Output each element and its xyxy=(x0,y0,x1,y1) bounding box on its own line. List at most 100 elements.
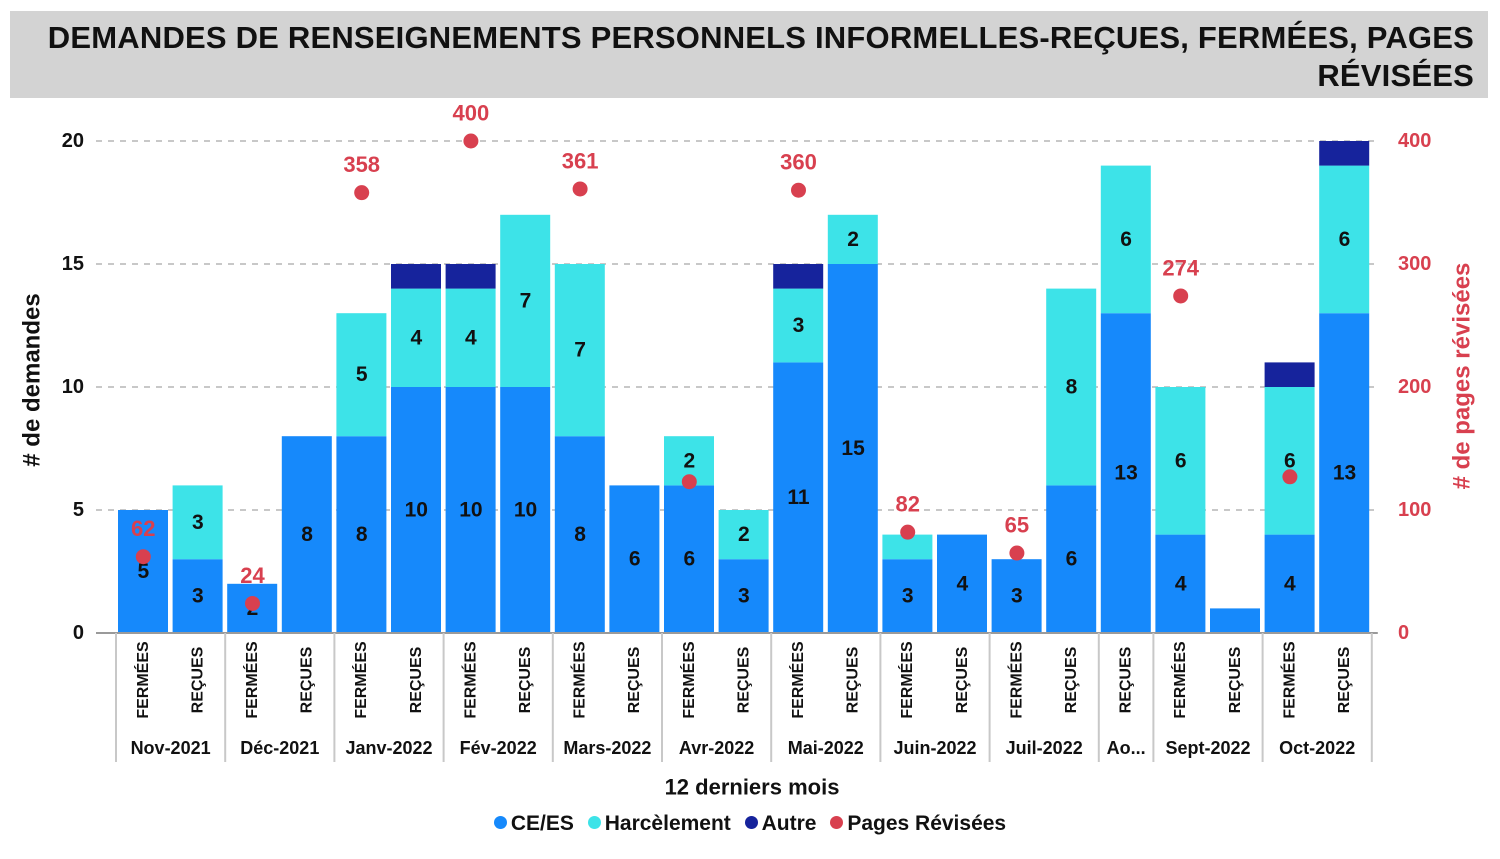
bar-value-label: 4 xyxy=(1175,572,1187,595)
pages-value-label: 358 xyxy=(343,152,380,177)
bar-ce_es xyxy=(1210,608,1260,633)
bar-value-label: 4 xyxy=(410,326,422,349)
pages-value-label: 65 xyxy=(1005,513,1029,538)
chart-title: DEMANDES DE RENSEIGNEMENTS PERSONNELS IN… xyxy=(47,20,1474,93)
bar-value-label: 5 xyxy=(356,363,368,386)
bar-value-label: 7 xyxy=(520,289,532,312)
bar-harcelement xyxy=(718,510,769,560)
bar-ce_es xyxy=(172,559,223,633)
x-group-label: Ao... xyxy=(1107,738,1146,758)
bar-ce_es xyxy=(1046,485,1097,633)
bar-value-label: 8 xyxy=(1066,376,1078,399)
bar-ce_es xyxy=(445,387,496,633)
x-category-label: REÇUES xyxy=(626,646,643,713)
bar-value-label: 3 xyxy=(1011,585,1023,608)
bar-ce_es xyxy=(118,510,168,633)
bar-autre xyxy=(445,264,496,289)
bar-ce_es xyxy=(609,485,660,633)
legend-dot-autre xyxy=(744,816,758,829)
bar-value-label: 6 xyxy=(629,548,641,571)
bar-ce_es xyxy=(336,436,387,633)
bar-value-label: 6 xyxy=(1339,228,1351,251)
bar-ce_es xyxy=(1264,534,1315,633)
bar-harcelement xyxy=(172,485,223,560)
x-category-label: FERMÉES xyxy=(242,641,261,719)
x-group-label: Mars-2022 xyxy=(563,738,651,758)
x-category-label: REÇUES xyxy=(1336,646,1353,713)
bar-value-label: 8 xyxy=(574,523,586,546)
x-category-label: REÇUES xyxy=(189,646,206,713)
bar-value-label: 10 xyxy=(514,499,537,522)
y-tick-label: 15 xyxy=(62,253,84,275)
bar-ce_es xyxy=(664,485,714,633)
bar-value-label: 3 xyxy=(192,511,204,534)
bar-value-label: 2 xyxy=(683,449,695,472)
legend: CE/ES Harcèlement Autre Pages Révisées xyxy=(0,812,1500,836)
pages-value-label: 274 xyxy=(1162,255,1199,280)
y2-tick-label: 400 xyxy=(1398,130,1431,152)
legend-label-autre: Autre xyxy=(761,812,817,835)
x-category-label: FERMÉES xyxy=(133,641,152,719)
x-group-label: Oct-2022 xyxy=(1279,738,1355,758)
bar-ce_es xyxy=(773,362,824,633)
legend-item-harcelement: Harcèlement xyxy=(587,812,731,836)
x-group-label: Mai-2022 xyxy=(788,738,864,758)
y-tick-label: 0 xyxy=(73,622,84,644)
y-tick-label: 5 xyxy=(73,499,84,521)
bar-harcelement xyxy=(1319,165,1370,314)
pages-marker xyxy=(1009,545,1025,561)
x-group-label: Sept-2022 xyxy=(1165,738,1250,758)
pages-marker xyxy=(1173,288,1189,304)
bar-value-label: 13 xyxy=(1114,462,1137,485)
x-category-label: REÇUES xyxy=(1063,646,1080,713)
y2-axis-title: # de pages révisées xyxy=(1449,263,1476,490)
pages-value-label: 400 xyxy=(453,101,490,126)
bar-value-label: 4 xyxy=(1284,572,1296,595)
pages-marker xyxy=(245,595,260,611)
bar-value-label: 13 xyxy=(1333,462,1356,485)
bar-value-label: 8 xyxy=(301,523,313,546)
bar-harcelement xyxy=(445,288,496,387)
bar-harcelement xyxy=(1100,165,1151,314)
bar-value-label: 15 xyxy=(841,437,865,460)
bar-harcelement xyxy=(391,288,441,387)
bar-value-label: 4 xyxy=(465,326,477,349)
pages-marker xyxy=(681,474,697,490)
pages-value-label: 24 xyxy=(240,563,265,588)
y-axis-title: # de demandes xyxy=(19,293,46,466)
pages-marker xyxy=(791,182,806,198)
x-category-label: FERMÉES xyxy=(460,641,479,719)
bar-ce_es xyxy=(391,387,441,633)
bar-harcelement xyxy=(500,214,551,387)
x-category-label: REÇUES xyxy=(408,646,425,713)
bar-harcelement xyxy=(1046,288,1097,486)
x-category-label: REÇUES xyxy=(735,646,752,713)
pages-value-label: 62 xyxy=(131,516,155,541)
pages-value-label: 361 xyxy=(562,148,599,173)
legend-dot-harcelement xyxy=(587,816,601,829)
bar-value-label: 2 xyxy=(738,523,750,546)
bar-value-label: 4 xyxy=(956,572,968,595)
x-group-label: Avr-2022 xyxy=(679,738,754,758)
x-category-label: FERMÉES xyxy=(1279,641,1298,719)
bar-ce_es xyxy=(1100,313,1151,633)
x-category-label: FERMÉES xyxy=(351,641,370,719)
bar-value-label: 7 xyxy=(574,339,586,362)
x-group-label: Nov-2021 xyxy=(131,738,211,758)
x-axis-title: 12 derniers mois xyxy=(665,775,840,800)
bar-value-label: 3 xyxy=(192,585,204,608)
bar-autre xyxy=(773,264,824,289)
y-tick-label: 20 xyxy=(62,130,84,152)
y2-tick-label: 200 xyxy=(1398,376,1431,398)
bar-value-label: 3 xyxy=(902,585,914,608)
bar-ce_es xyxy=(882,559,933,633)
bar-value-label: 6 xyxy=(1175,449,1187,472)
bar-ce_es xyxy=(991,559,1042,633)
pages-marker xyxy=(354,185,370,201)
pages-marker xyxy=(135,549,151,565)
x-category-label: FERMÉES xyxy=(897,641,916,719)
bar-value-label: 10 xyxy=(405,499,428,522)
x-category-label: REÇUES xyxy=(517,646,534,713)
x-category-label: FERMÉES xyxy=(570,641,589,719)
pages-marker xyxy=(1282,469,1298,485)
